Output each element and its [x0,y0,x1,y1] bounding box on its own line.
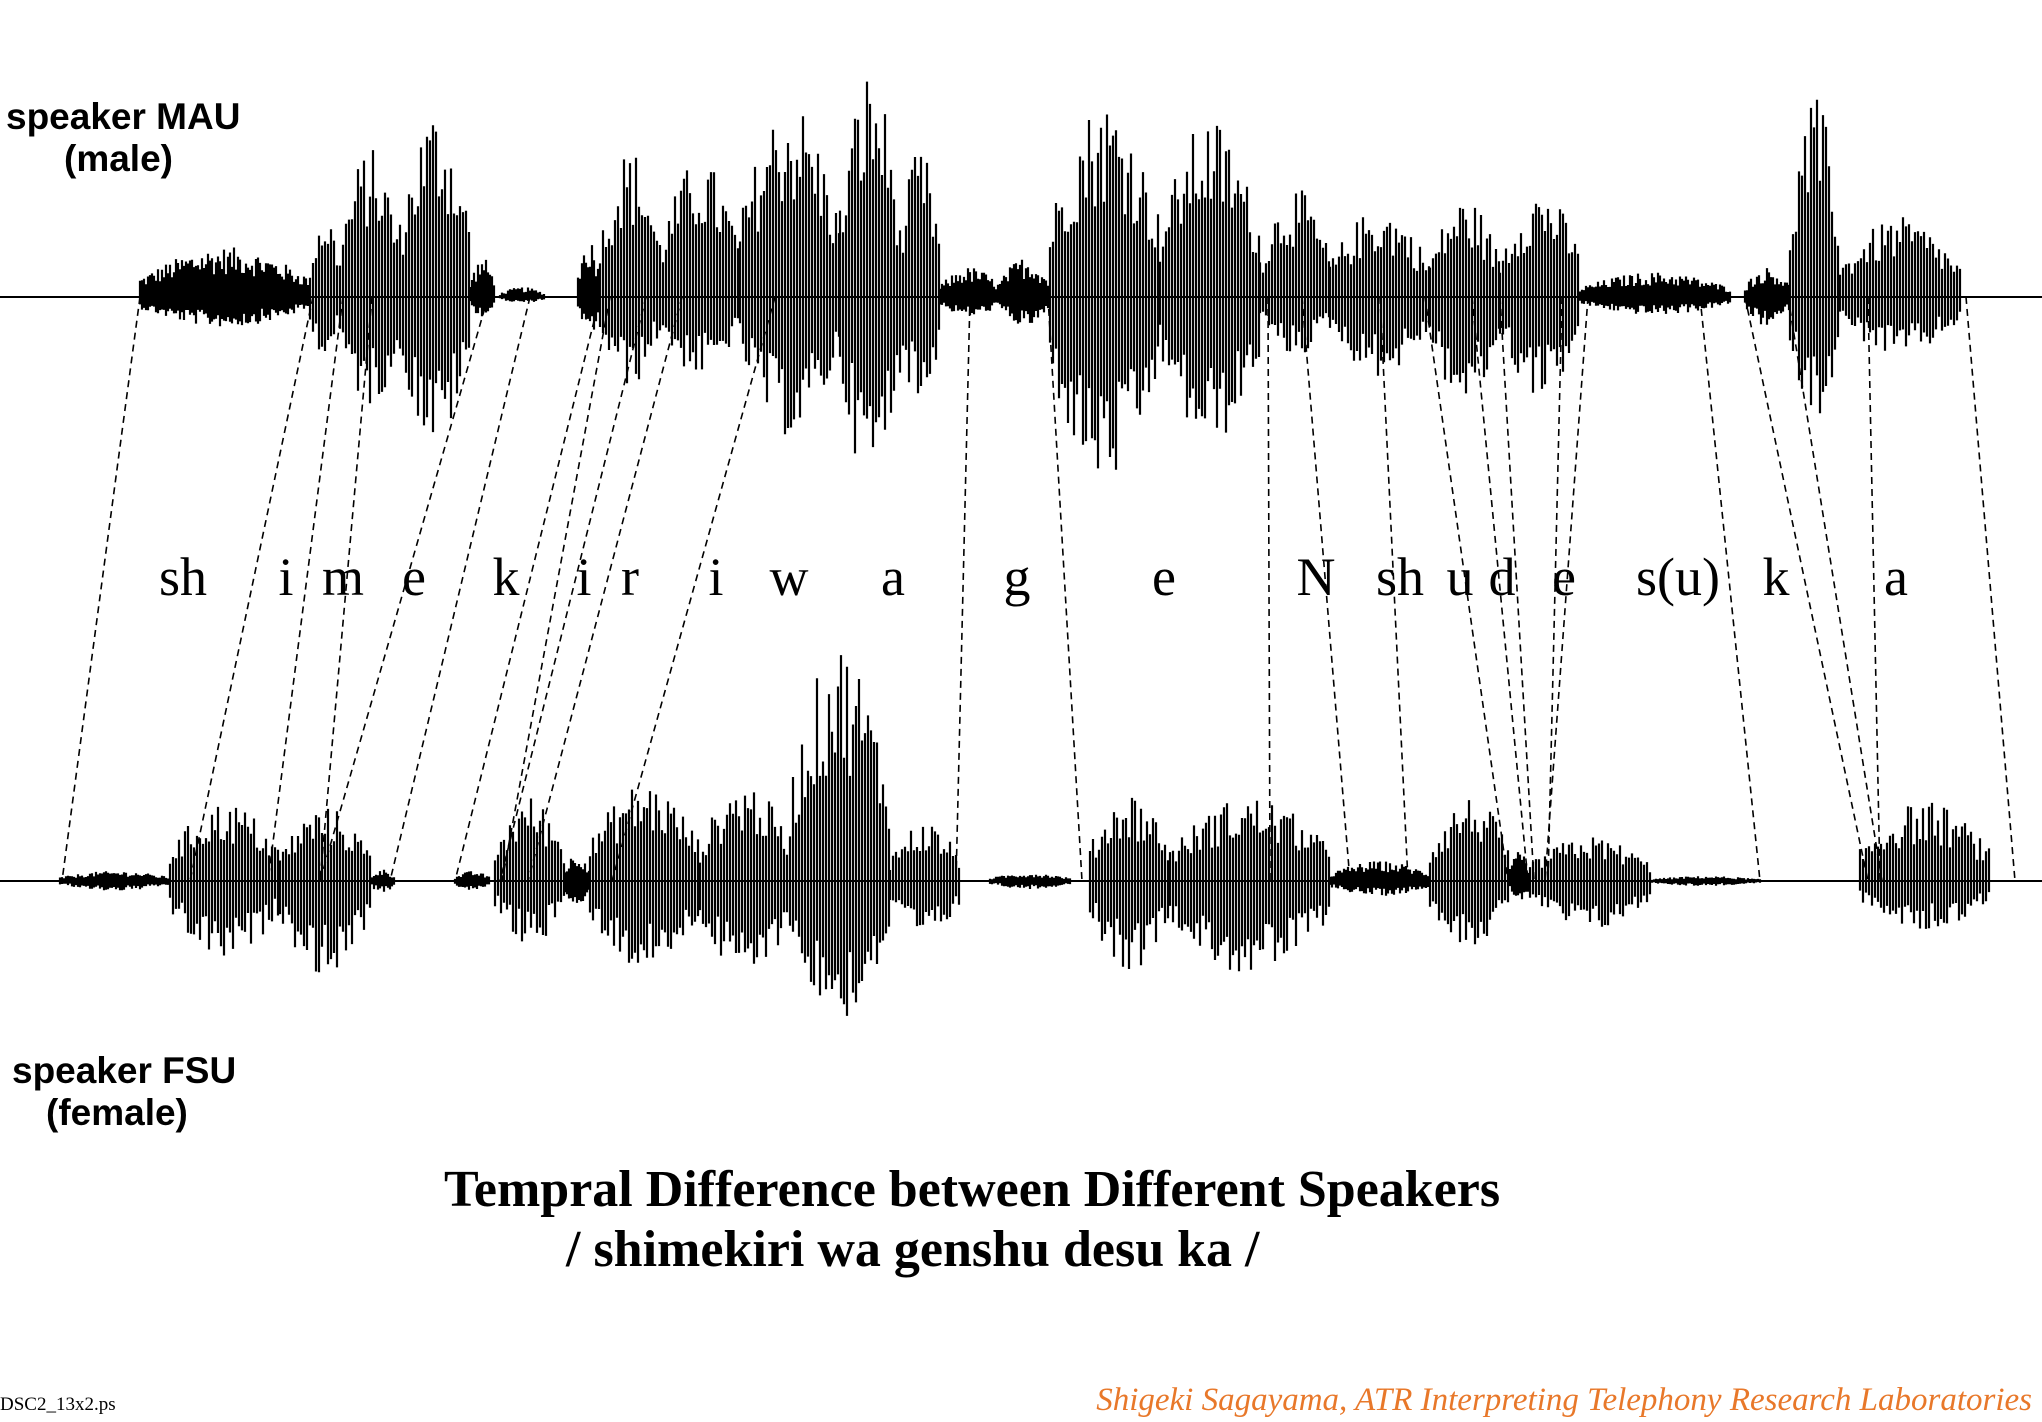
phoneme-label: e [1552,547,1576,607]
female-waveform [0,655,2042,1016]
alignment-line [1301,296,1351,882]
speaker-male-gender: (male) [64,138,173,179]
alignment-lines [61,296,2016,882]
diagram-subtitle: / shimekiri wa genshu desu ka / [566,1221,1260,1278]
phoneme-label: k [1762,547,1790,607]
male-waveform [0,81,2042,470]
phoneme-label: e [1152,547,1176,607]
file-label: DSC2_13x2.ps [0,1394,116,1415]
alignment-line [319,296,489,882]
alignment-line [1499,296,1535,882]
phoneme-label: w [769,547,809,607]
phoneme-label: r [621,547,639,607]
alignment-line [319,296,373,882]
phoneme-label: i [708,547,724,607]
alignment-line [1544,296,1589,882]
alignment-line [1424,296,1509,882]
phoneme-label: sh [158,547,208,607]
phoneme-label: a [1884,547,1908,607]
alignment-line [527,296,683,882]
alignment-line [1867,296,1881,882]
phoneme-label: sh [1375,547,1425,607]
phoneme-label: i [576,547,592,607]
alignment-line [1471,296,1529,882]
alignment-line [1267,296,1271,882]
phoneme-label: k [492,547,520,607]
speaker-female-label: speaker FSU (female) [12,1050,236,1134]
speaker-male-name: speaker MAU [6,96,241,137]
alignment-line [1787,296,1883,882]
alignment-line [955,296,971,882]
phoneme-label: s(u) [1636,547,1720,607]
alignment-line [501,296,611,882]
speaker-male-label: speaker MAU (male) [6,96,240,180]
phoneme-label: i [278,547,294,607]
alignment-line [611,296,776,882]
alignment-line [389,296,531,882]
alignment-line [1379,296,1409,882]
phoneme-label: u [1446,547,1474,607]
alignment-line [267,296,344,882]
speaker-female-name: speaker FSU [12,1050,237,1091]
phoneme-label: m [321,547,365,607]
alignment-line [499,296,647,882]
alignment-line [1965,296,2016,882]
diagram-title: Tempral Difference between Different Spe… [444,1161,1501,1218]
speaker-female-gender: (female) [46,1092,188,1133]
alignment-line [1744,296,1869,882]
alignment-line [1699,296,1761,882]
waveform-trace [58,655,1991,1016]
waveform-trace [138,81,1962,470]
alignment-line [189,296,314,882]
alignment-line [61,296,141,882]
phoneme-label: a [881,547,905,607]
credit-line: Shigeki Sagayama, ATR Interpreting Telep… [1096,1382,2032,1418]
phoneme-label: e [402,547,426,607]
alignment-line [1547,296,1563,882]
phoneme-label: d [1488,547,1516,607]
phoneme-label: N [1296,547,1336,607]
alignment-line [1047,296,1083,882]
alignment-line [454,296,601,882]
phoneme-label: g [1003,547,1031,607]
